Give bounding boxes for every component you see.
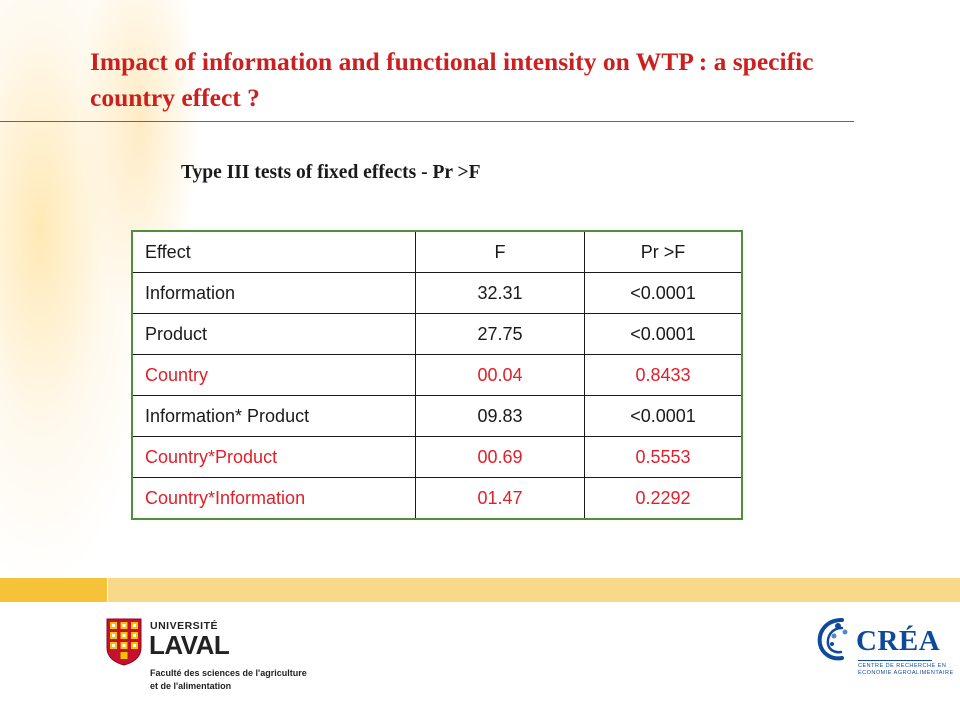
- ulaval-wordmark-top: UNIVERSITÉ: [150, 620, 219, 632]
- cell-effect: Information: [131, 272, 416, 314]
- cell-f: 09.83: [415, 395, 585, 437]
- cell-pr: 0.2292: [584, 477, 743, 520]
- ulaval-wordmark: LAVAL: [149, 630, 230, 660]
- crea-swirl-icon: [817, 618, 848, 661]
- crea-wordmark: CRÉA: [856, 625, 941, 657]
- cell-effect: Country*Product: [131, 436, 416, 478]
- footer-band-right: [108, 578, 960, 602]
- faculty-line-2: et de l'alimentation: [150, 681, 232, 691]
- cell-f: 32.31: [415, 272, 585, 314]
- crea-logo: CRÉA CENTRE DE RECHERCHE EN ÉCONOMIE AGR…: [812, 614, 953, 684]
- crea-divider: [858, 660, 932, 661]
- table-row-highlighted: Country 00.04 0.8433: [131, 354, 743, 396]
- footer-band-left: [0, 578, 108, 602]
- table-subtitle: Type III tests of fixed effects - Pr >F: [181, 162, 481, 183]
- faculty-line-1: Faculté des sciences de l'agriculture: [150, 668, 307, 678]
- table-row: Product 27.75 <0.0001: [131, 313, 743, 355]
- cell-pr: <0.0001: [584, 272, 743, 314]
- crea-subtitle: CENTRE DE RECHERCHE EN ÉCONOMIE AGROALIM…: [858, 663, 954, 677]
- table-row: Information 32.31 <0.0001: [131, 272, 743, 314]
- header-pr: Pr >F: [584, 230, 743, 273]
- cell-pr: <0.0001: [584, 395, 743, 437]
- cell-effect: Country*Information: [131, 477, 416, 520]
- slide-title: Impact of information and functional int…: [90, 47, 814, 112]
- cell-pr: 0.5553: [584, 436, 743, 478]
- cell-f: 00.69: [415, 436, 585, 478]
- crea-sub-line-1: CENTRE DE RECHERCHE EN: [858, 663, 947, 669]
- title-divider: [0, 121, 854, 122]
- table-header-row: Effect F Pr >F: [131, 230, 743, 273]
- universite-laval-logo: UNIVERSITÉ LAVAL Faculté des sciences de…: [106, 618, 307, 698]
- cell-pr: 0.8433: [584, 354, 743, 396]
- cell-pr: <0.0001: [584, 313, 743, 355]
- table-row-highlighted: Country*Product 00.69 0.5553: [131, 436, 743, 478]
- university-shield-icon: [106, 618, 142, 666]
- cell-f: 27.75: [415, 313, 585, 355]
- cell-f: 01.47: [415, 477, 585, 520]
- header-f: F: [415, 230, 585, 273]
- cell-effect: Information* Product: [131, 395, 416, 437]
- faculty-name: Faculté des sciences de l'agriculture et…: [150, 667, 310, 693]
- header-effect: Effect: [131, 230, 416, 273]
- cell-f: 00.04: [415, 354, 585, 396]
- footer-color-band: [0, 578, 960, 602]
- fixed-effects-table: Effect F Pr >F Information 32.31 <0.0001…: [131, 230, 743, 520]
- cell-effect: Product: [131, 313, 416, 355]
- cell-effect: Country: [131, 354, 416, 396]
- table-row-highlighted: Country*Information 01.47 0.2292: [131, 477, 743, 520]
- table-row: Information* Product 09.83 <0.0001: [131, 395, 743, 437]
- crea-sub-line-2: ÉCONOMIE AGROALIMENTAIRE: [858, 670, 954, 676]
